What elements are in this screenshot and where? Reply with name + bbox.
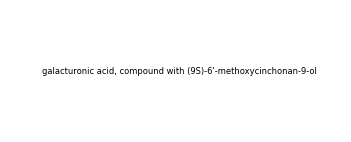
Text: galacturonic acid, compound with (9S)-6'-methoxycinchonan-9-ol: galacturonic acid, compound with (9S)-6'…	[42, 67, 317, 76]
